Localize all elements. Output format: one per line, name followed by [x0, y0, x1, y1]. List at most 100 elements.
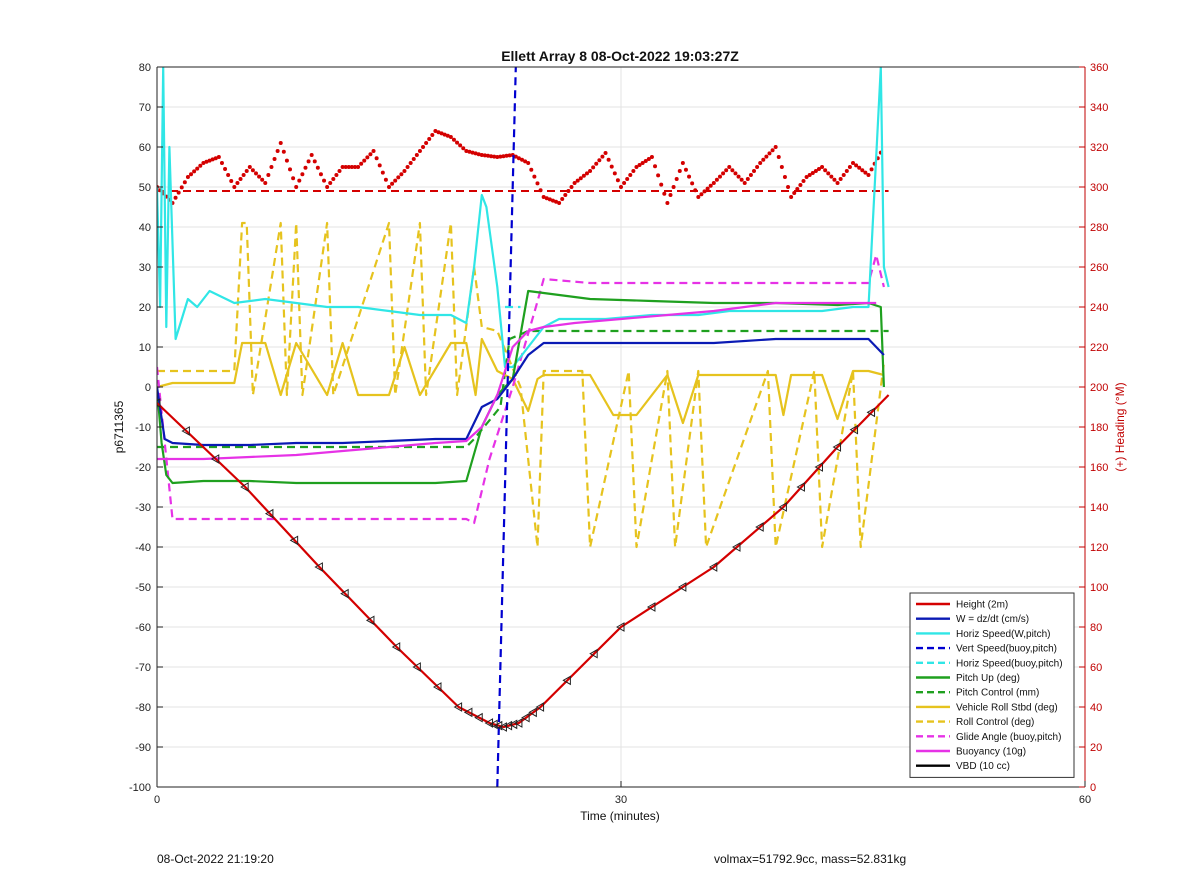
legend-label: Pitch Up (deg)	[956, 673, 1020, 684]
right-tick-label: 200	[1090, 382, 1108, 394]
heading-point	[192, 169, 197, 174]
y-tick-label: -70	[135, 662, 151, 674]
right-tick-label: 20	[1090, 742, 1102, 754]
legend-label: Horiz Speed(buoy,pitch)	[956, 658, 1063, 669]
y-tick-label: 10	[139, 342, 151, 354]
heading-point	[687, 174, 692, 179]
plot-area	[157, 67, 890, 787]
heading-point	[300, 172, 305, 177]
heading-point	[619, 185, 623, 189]
heading-point	[547, 197, 552, 202]
series-line	[496, 67, 517, 787]
heading-point	[717, 174, 722, 179]
heading-point	[671, 185, 676, 189]
right-axis-label: (+) Heading (°M)	[1113, 382, 1127, 471]
heading-point	[696, 195, 701, 199]
heading-point	[844, 169, 849, 173]
heading-point	[566, 189, 571, 193]
series-line	[157, 67, 890, 369]
x-tick-label: 0	[154, 794, 160, 806]
heading-point	[448, 135, 453, 139]
heading-point	[662, 191, 667, 196]
heading-point	[761, 157, 766, 162]
heading-point	[581, 173, 586, 178]
heading-point	[207, 158, 212, 163]
heading-point	[266, 173, 271, 177]
heading-point	[244, 169, 249, 173]
heading-point	[742, 181, 747, 185]
right-tick-label: 180	[1090, 422, 1108, 434]
heading-point	[603, 151, 608, 155]
heading-point	[436, 130, 441, 135]
heading-point	[402, 169, 407, 173]
right-tick-label: 100	[1090, 582, 1108, 594]
right-tick-label: 120	[1090, 542, 1108, 554]
heading-point	[767, 151, 772, 156]
heading-point	[467, 149, 472, 154]
heading-point	[362, 158, 367, 163]
height-marker	[528, 707, 537, 718]
heading-point	[513, 154, 518, 159]
heading-point	[829, 174, 834, 179]
heading-point	[185, 175, 190, 179]
heading-point	[495, 155, 500, 159]
legend-label: W = dz/dt (cm/s)	[956, 614, 1029, 625]
heading-point	[591, 165, 596, 170]
heading-point	[727, 165, 732, 169]
chart-title: Ellett Array 8 08-Oct-2022 19:03:27Z	[501, 48, 739, 64]
heading-point	[365, 155, 370, 160]
heading-point	[504, 153, 509, 158]
height-marker	[849, 424, 859, 435]
heading-point	[182, 180, 187, 185]
heading-point	[328, 181, 333, 185]
heading-point	[628, 173, 633, 177]
right-tick-label: 220	[1090, 342, 1108, 354]
y-tick-label: 30	[139, 262, 151, 274]
height-marker	[521, 712, 530, 723]
heading-point	[455, 140, 460, 145]
height-marker	[463, 707, 473, 718]
heading-point	[535, 181, 540, 186]
heading-point	[801, 179, 806, 183]
height-marker	[796, 482, 805, 492]
x-tick-label: 30	[615, 794, 627, 806]
heading-point	[690, 181, 695, 186]
height-marker	[708, 562, 718, 572]
heading-point	[257, 174, 262, 179]
right-tick-label: 360	[1090, 62, 1108, 74]
right-tick-label: 340	[1090, 102, 1108, 114]
heading-point	[219, 161, 224, 165]
heading-point	[195, 166, 200, 171]
heading-point	[176, 190, 181, 195]
heading-point	[779, 165, 784, 169]
heading-point	[569, 185, 574, 189]
heading-point	[201, 161, 206, 165]
heading-point	[625, 177, 630, 181]
heading-point	[693, 188, 698, 193]
heading-point	[659, 182, 664, 187]
heading-point	[380, 170, 385, 175]
heading-point	[235, 181, 240, 185]
heading-point	[541, 195, 546, 199]
heading-point	[584, 171, 589, 176]
heading-point	[634, 165, 639, 169]
height-marker	[866, 407, 876, 418]
right-tick-label: 280	[1090, 222, 1108, 234]
footer-timestamp: 08-Oct-2022 21:19:20	[157, 852, 274, 866]
heading-point	[702, 189, 707, 194]
heading-point	[550, 198, 555, 203]
heading-point	[615, 178, 620, 183]
heading-point	[538, 188, 543, 193]
right-tick-label: 140	[1090, 502, 1108, 514]
heading-point	[773, 145, 778, 149]
heading-point	[758, 161, 763, 165]
heading-point	[841, 173, 846, 177]
heading-point	[823, 168, 828, 173]
heading-point	[210, 157, 215, 162]
heading-point	[473, 151, 478, 156]
height-marker	[289, 535, 299, 546]
right-tick-label: 160	[1090, 462, 1108, 474]
heading-point	[526, 161, 531, 165]
height-marker	[210, 454, 220, 464]
height-marker	[755, 522, 764, 532]
